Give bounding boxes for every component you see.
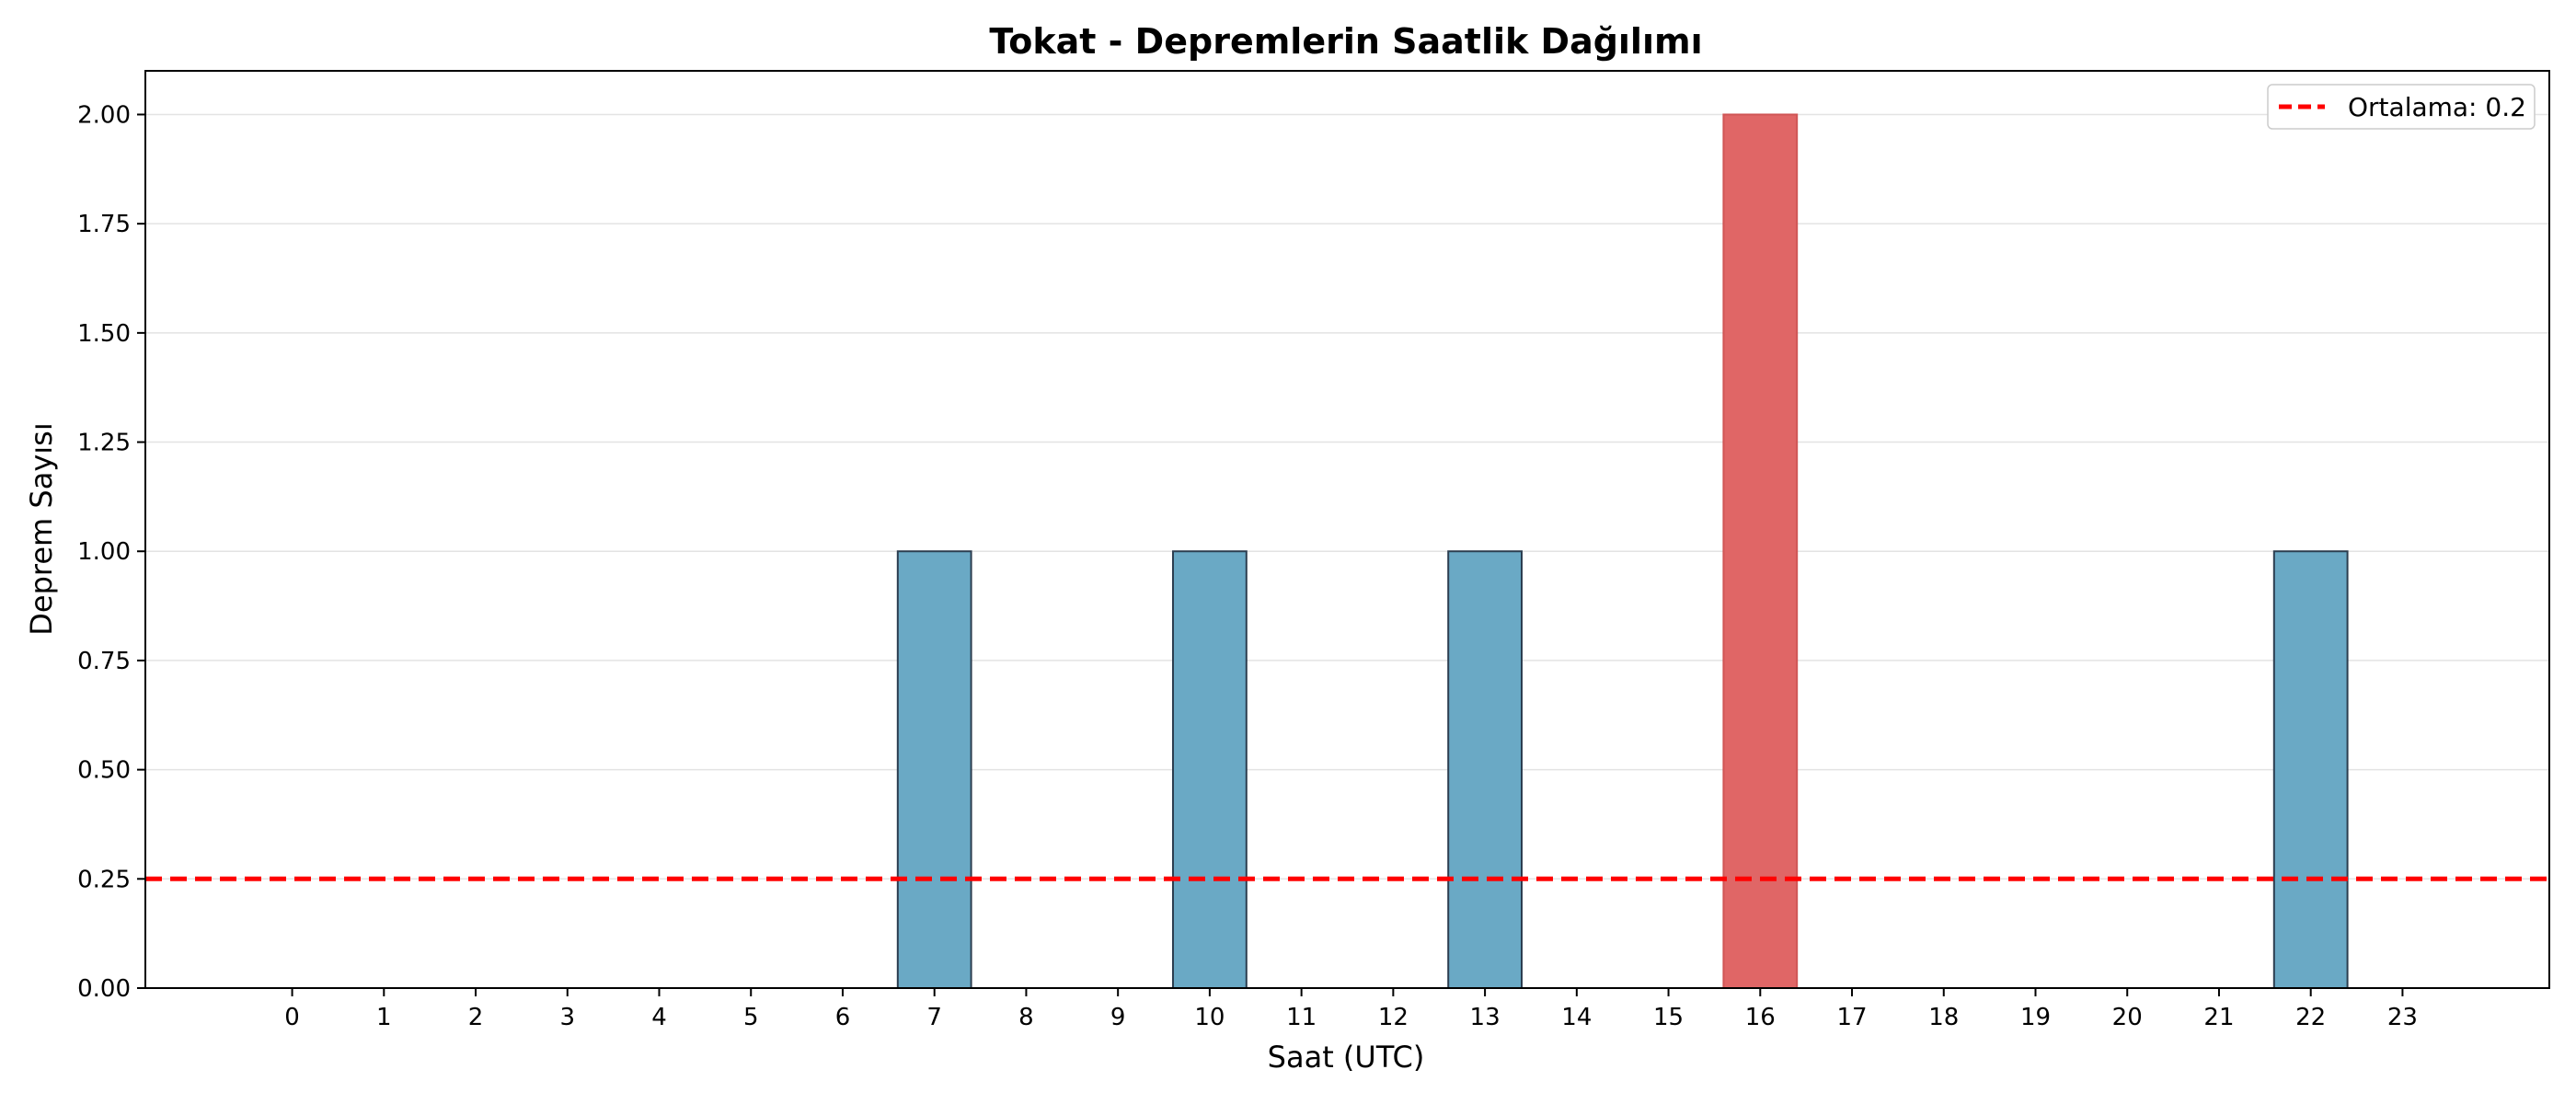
x-tick-label: 5 [743,1004,759,1031]
x-tick-label: 9 [1110,1004,1126,1031]
bar-hour-10 [1172,550,1248,989]
x-tick-label: 22 [2295,1004,2326,1031]
x-tick-label: 0 [284,1004,300,1031]
bars [896,113,2349,989]
y-tick-label: 0.75 [77,648,131,675]
x-tick-label: 15 [1653,1004,1684,1031]
y-tick-label: 1.25 [77,430,131,457]
legend-box [2267,84,2536,130]
bar-hour-13 [1447,550,1523,989]
x-tick-label: 17 [1836,1004,1867,1031]
y-tick-label: 0.00 [77,975,131,1003]
bar-hour-7 [896,550,972,989]
x-tick-label: 16 [1745,1004,1776,1031]
x-tick-label: 3 [559,1004,575,1031]
x-tick-label: 12 [1378,1004,1409,1031]
y-tick-label: 1.00 [77,538,131,566]
y-axis-label: Deprem Sayısı [24,422,59,635]
grid-lines [145,113,2549,989]
x-tick-label: 20 [2112,1004,2143,1031]
y-tick-label: 0.50 [77,757,131,785]
x-axis-ticks: 0 1 2 3 4 5 6 7 8 9 10 11 12 13 14 15 16 17 18 19 20 21 22 23 [284,988,2418,1031]
x-tick-label: 11 [1286,1004,1317,1031]
x-tick-label: 1 [376,1004,392,1031]
y-axis-ticks: 0.00 0.25 0.50 0.75 1.00 1.25 1.50 1.75 2.00 [77,101,145,1003]
x-tick-label: 23 [2387,1004,2418,1031]
chart-title: Tokat - Depremlerin Saatlik Dağılımı [989,21,1702,62]
y-tick-label: 1.75 [77,211,131,238]
x-tick-label: 2 [468,1004,484,1031]
x-tick-label: 13 [1470,1004,1501,1031]
legend-entry-mean: Ortalama: 0.2 [2348,92,2526,122]
legend: Ortalama: 0.2 [2267,84,2536,130]
bar-hour-16 [1722,113,1799,989]
y-tick-label: 0.25 [77,866,131,893]
x-tick-label: 4 [651,1004,667,1031]
x-tick-label: 14 [1561,1004,1592,1031]
x-axis-label: Saat (UTC) [1268,1040,1425,1075]
x-tick-label: 7 [926,1004,942,1031]
bar-hour-22 [2272,550,2349,989]
y-tick-label: 1.50 [77,320,131,348]
x-tick-label: 21 [2203,1004,2234,1031]
x-tick-label: 19 [2020,1004,2051,1031]
x-tick-label: 10 [1194,1004,1225,1031]
x-tick-label: 6 [835,1004,851,1031]
y-tick-label: 2.00 [77,101,131,129]
x-tick-label: 18 [1928,1004,1959,1031]
x-tick-label: 8 [1018,1004,1034,1031]
plot-frame [144,70,2550,989]
